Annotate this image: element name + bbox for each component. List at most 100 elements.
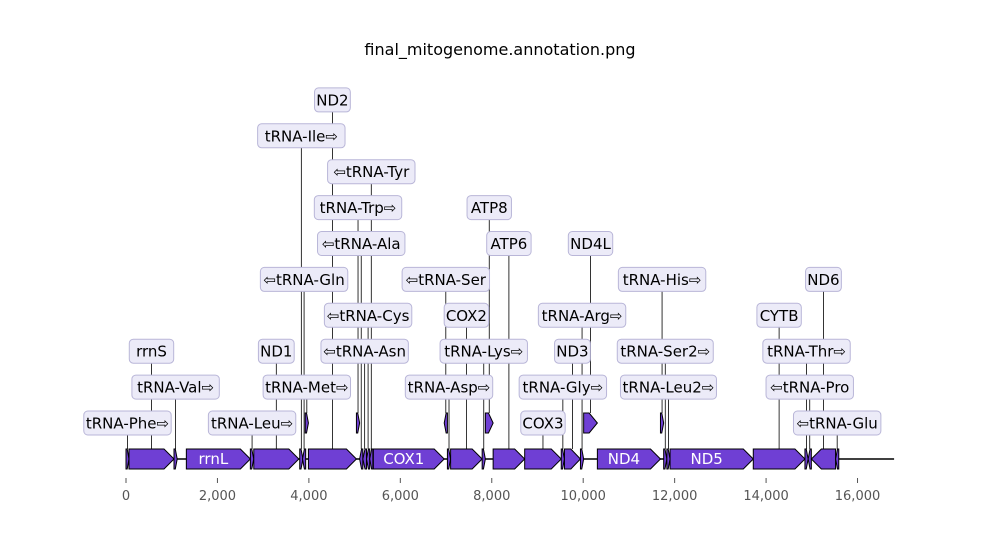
label-box (537, 302, 627, 328)
feature-trna-leu2 (666, 448, 671, 470)
feature-trna-glu (835, 448, 840, 470)
tick-label: 4,000 (290, 489, 327, 504)
label-box (619, 374, 717, 400)
label-trna-leu2: tRNA-Leu2⇨ (619, 374, 717, 400)
label-trna-thr: tRNA-Thr⇨ (762, 338, 851, 364)
label-trna-asp: tRNA-Asp⇨ (404, 374, 494, 400)
label-trna-trp: tRNA-Trp⇨ (313, 195, 403, 221)
label-nd3: ND3 (554, 338, 591, 364)
feature-trna-gly (560, 448, 565, 470)
label-box (567, 231, 614, 256)
tick-label: 10,000 (560, 489, 606, 504)
label-box (765, 374, 854, 400)
tick-label: 14,000 (743, 489, 789, 504)
tick-label: 8,000 (473, 489, 510, 504)
label-trna-arg: tRNA-Arg⇨ (537, 302, 627, 328)
feature-trna-ser2 (663, 448, 668, 470)
label-text: ⇦tRNA-Cys (327, 307, 410, 325)
label-box (554, 338, 591, 364)
label-rrns: rrnS (128, 338, 175, 364)
feature-trna-asp (446, 448, 452, 470)
tick-label: 6,000 (382, 489, 419, 504)
tick-label: 12,000 (652, 489, 698, 504)
label-trna-leu: tRNA-Leu⇨ (207, 410, 297, 436)
label-text: ⇦tRNA-Tyr (333, 163, 410, 181)
label-trna-his: tRNA-His⇨ (617, 266, 707, 292)
label-nd2: ND2 (314, 87, 351, 113)
label-box (327, 159, 416, 185)
label-text: tRNA-Arg⇨ (542, 307, 623, 325)
label-text: ⇦tRNA-Asn (323, 343, 406, 361)
label-box (486, 231, 532, 256)
label-text: tRNA-Val⇨ (137, 379, 214, 397)
feature-nd1 (253, 448, 300, 470)
feature-trna-gln (301, 448, 307, 470)
feature-cox2 (450, 448, 483, 470)
label-trna-ser2: tRNA-Ser2⇨ (616, 338, 714, 364)
label-box (317, 231, 406, 256)
feature-nd5 (669, 448, 754, 470)
label-text: tRNA-Met⇨ (265, 379, 349, 397)
label-nd1: ND1 (257, 338, 295, 364)
label-box (520, 410, 566, 436)
label-box (207, 410, 297, 436)
label-trna-pro: ⇦tRNA-Pro (765, 374, 854, 400)
feature-nd6 (810, 448, 837, 470)
feature-trna-pro (807, 448, 812, 470)
label-box (262, 374, 352, 400)
label-nd4l: ND4L (567, 231, 614, 256)
tick-label: 16,000 (835, 489, 881, 504)
label-box (259, 266, 349, 292)
feature-nd4 (596, 448, 662, 470)
feature-cytb (752, 448, 806, 470)
label-trna-ser: ⇦tRNA-Ser (401, 266, 491, 292)
feature-rrns (128, 448, 175, 470)
label-box (762, 338, 851, 364)
label-box (313, 195, 403, 221)
feature-trna-arg (579, 448, 585, 470)
label-trna-val: tRNA-Val⇨ (131, 374, 220, 400)
feature-trna-ser (443, 412, 448, 434)
feature-label-cox1: COX1 (383, 450, 424, 468)
label-text: tRNA-Leu⇨ (211, 415, 293, 433)
feature-trna-his (659, 412, 665, 434)
feature-trna-leu (249, 448, 255, 470)
label-text: ATP6 (490, 235, 527, 253)
label-text: ND3 (556, 343, 588, 361)
label-box (320, 338, 409, 364)
label-nd6: ND6 (805, 266, 842, 292)
label-text: ⇦tRNA-Ala (322, 235, 401, 253)
label-text: tRNA-Ser2⇨ (620, 343, 710, 361)
label-box (616, 338, 714, 364)
label-trna-tyr: ⇦tRNA-Tyr (327, 159, 416, 185)
label-trna-lys: tRNA-Lys⇨ (439, 338, 528, 364)
label-text: tRNA-Lys⇨ (444, 343, 523, 361)
label-trna-asn: ⇦tRNA-Asn (320, 338, 409, 364)
feature-cox3 (524, 448, 562, 470)
feature-trna-ile (299, 448, 304, 470)
feature-trna-phe (125, 448, 130, 470)
feature-label-nd5: ND5 (691, 450, 723, 468)
label-text: ATP8 (471, 199, 508, 217)
label-text: COX2 (446, 307, 487, 325)
label-box (131, 374, 220, 400)
label-box (404, 374, 494, 400)
label-atp8: ATP8 (466, 195, 512, 221)
feature-trna-val (173, 448, 178, 470)
label-trna-ala: ⇦tRNA-Ala (317, 231, 406, 256)
label-text: tRNA-His⇨ (623, 271, 702, 289)
label-trna-met: tRNA-Met⇨ (262, 374, 352, 400)
label-box (128, 338, 175, 364)
label-box (439, 338, 528, 364)
label-text: tRNA-Phe⇨ (86, 415, 169, 433)
feature-atp6 (492, 448, 526, 470)
label-box (617, 266, 707, 292)
label-text: COX3 (522, 415, 563, 433)
label-box (443, 302, 490, 328)
feature-trna-ala (359, 448, 364, 470)
label-cytb: CYTB (756, 302, 802, 328)
label-text: tRNA-Asp⇨ (408, 379, 491, 397)
label-box (83, 410, 172, 436)
feature-trna-lys (481, 448, 486, 470)
label-box (401, 266, 491, 292)
